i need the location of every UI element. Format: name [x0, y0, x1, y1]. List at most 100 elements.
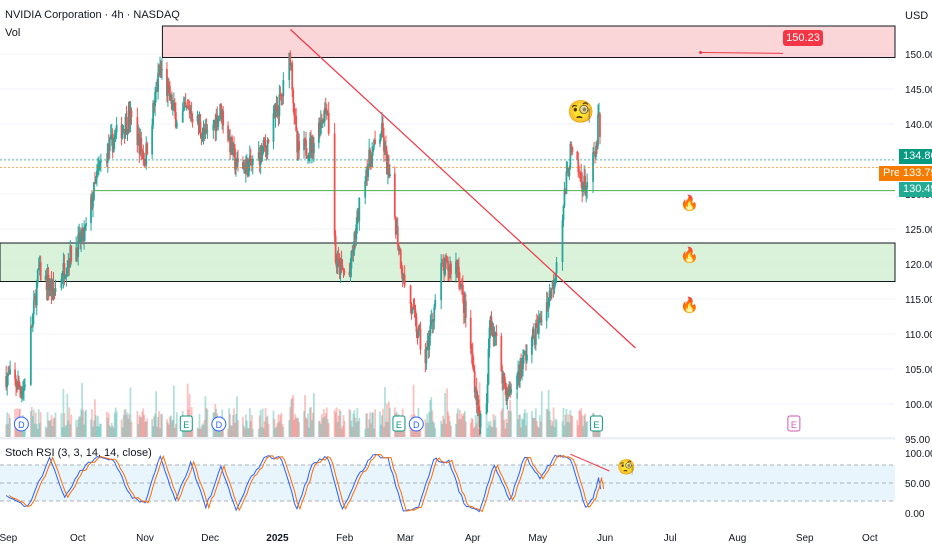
- volume-bar: [537, 427, 540, 437]
- candle-body: [167, 84, 169, 96]
- candle-body: [343, 271, 346, 273]
- candle-body: [386, 151, 388, 174]
- candle-body: [82, 228, 85, 241]
- candle-body: [595, 145, 597, 158]
- candle-body: [234, 148, 236, 170]
- candle-body: [323, 107, 326, 122]
- currency-label[interactable]: USD: [905, 10, 929, 22]
- candle-body: [432, 321, 435, 323]
- volume-bar: [290, 399, 293, 437]
- volume-bar: [267, 423, 270, 437]
- volume-bar: [159, 428, 161, 437]
- volume-bar: [227, 428, 230, 437]
- candle-body: [144, 160, 147, 166]
- volume-bar: [450, 425, 452, 437]
- candle-body: [75, 247, 78, 262]
- candle-body: [66, 267, 69, 275]
- time-tick-label: Apr: [465, 533, 481, 544]
- volume-bar: [96, 426, 98, 437]
- volume-bar: [143, 415, 146, 437]
- volume-bar: [343, 420, 346, 437]
- volume-bar: [379, 411, 381, 437]
- candle-body: [153, 102, 156, 107]
- candle-body: [121, 129, 124, 139]
- volume-bar: [547, 389, 550, 437]
- candle-body: [215, 114, 218, 131]
- volume-bar: [191, 428, 194, 437]
- volume-bar: [493, 420, 496, 437]
- earnings-marker[interactable]: E: [787, 415, 801, 432]
- dividend-marker[interactable]: D: [408, 416, 424, 432]
- candle-body: [282, 80, 285, 96]
- candle-body: [313, 142, 315, 154]
- volume-bar: [471, 419, 474, 437]
- volume-bar: [292, 394, 295, 437]
- candle-body: [217, 117, 220, 127]
- volume-bar: [317, 421, 320, 437]
- volume-bar: [189, 426, 192, 437]
- volume-bar: [432, 420, 435, 437]
- volume-bar: [171, 419, 174, 437]
- candle-body: [505, 386, 508, 401]
- volume-bar: [36, 428, 39, 437]
- earnings-marker[interactable]: E: [392, 415, 406, 432]
- candle-body: [540, 320, 543, 322]
- candle-body: [38, 261, 41, 268]
- volume-bar: [169, 416, 171, 437]
- volume-bar: [365, 413, 368, 437]
- candle-body: [380, 135, 382, 140]
- candle-body: [24, 384, 26, 387]
- candle-body: [67, 260, 70, 268]
- candle-body: [493, 335, 496, 337]
- volume-bar: [198, 413, 201, 437]
- candle-body: [417, 327, 420, 337]
- dividend-marker[interactable]: D: [211, 416, 227, 432]
- candle-body: [81, 228, 84, 237]
- candle-body: [212, 124, 215, 131]
- candle-body: [258, 152, 261, 165]
- volume-bar: [351, 426, 354, 437]
- candle-body: [70, 245, 73, 262]
- candle-body: [159, 67, 161, 75]
- volume-bar: [449, 421, 451, 437]
- candle-body: [220, 104, 223, 119]
- volume-bar: [461, 416, 464, 437]
- candle-body: [500, 336, 503, 372]
- candle-body: [111, 133, 114, 153]
- volume-bar: [313, 393, 315, 437]
- volume-bar: [443, 419, 446, 437]
- volume-bar: [237, 420, 239, 437]
- volume-bar: [200, 426, 203, 437]
- volume-bar: [60, 413, 63, 437]
- volume-bar: [273, 419, 276, 437]
- candle-body: [525, 351, 527, 361]
- volume-bar: [249, 421, 252, 437]
- earnings-marker[interactable]: E: [589, 415, 603, 432]
- candle-body: [353, 232, 356, 251]
- volume-bar: [385, 421, 387, 437]
- earnings-marker[interactable]: E: [179, 415, 193, 432]
- volume-bar: [416, 425, 419, 437]
- volume-bar: [576, 419, 579, 437]
- candle-body: [561, 220, 564, 263]
- volume-bar: [369, 412, 372, 437]
- dividend-marker[interactable]: D: [13, 416, 29, 432]
- candle-body: [427, 340, 430, 350]
- volume-bar: [339, 410, 342, 437]
- candle-body: [266, 139, 269, 156]
- candle-body: [297, 141, 300, 153]
- volume-bar: [137, 423, 140, 437]
- candle-body: [535, 323, 538, 325]
- volume-bar: [15, 421, 17, 437]
- candle-body: [290, 62, 293, 66]
- candle-body: [580, 173, 583, 182]
- candle-body: [576, 151, 579, 160]
- candle-body: [478, 410, 481, 427]
- volume-bar: [288, 420, 291, 437]
- candle-body: [172, 102, 175, 106]
- candle-body: [200, 133, 203, 140]
- volume-bar: [94, 399, 96, 437]
- candle-body: [139, 137, 142, 154]
- candle-body: [524, 351, 526, 353]
